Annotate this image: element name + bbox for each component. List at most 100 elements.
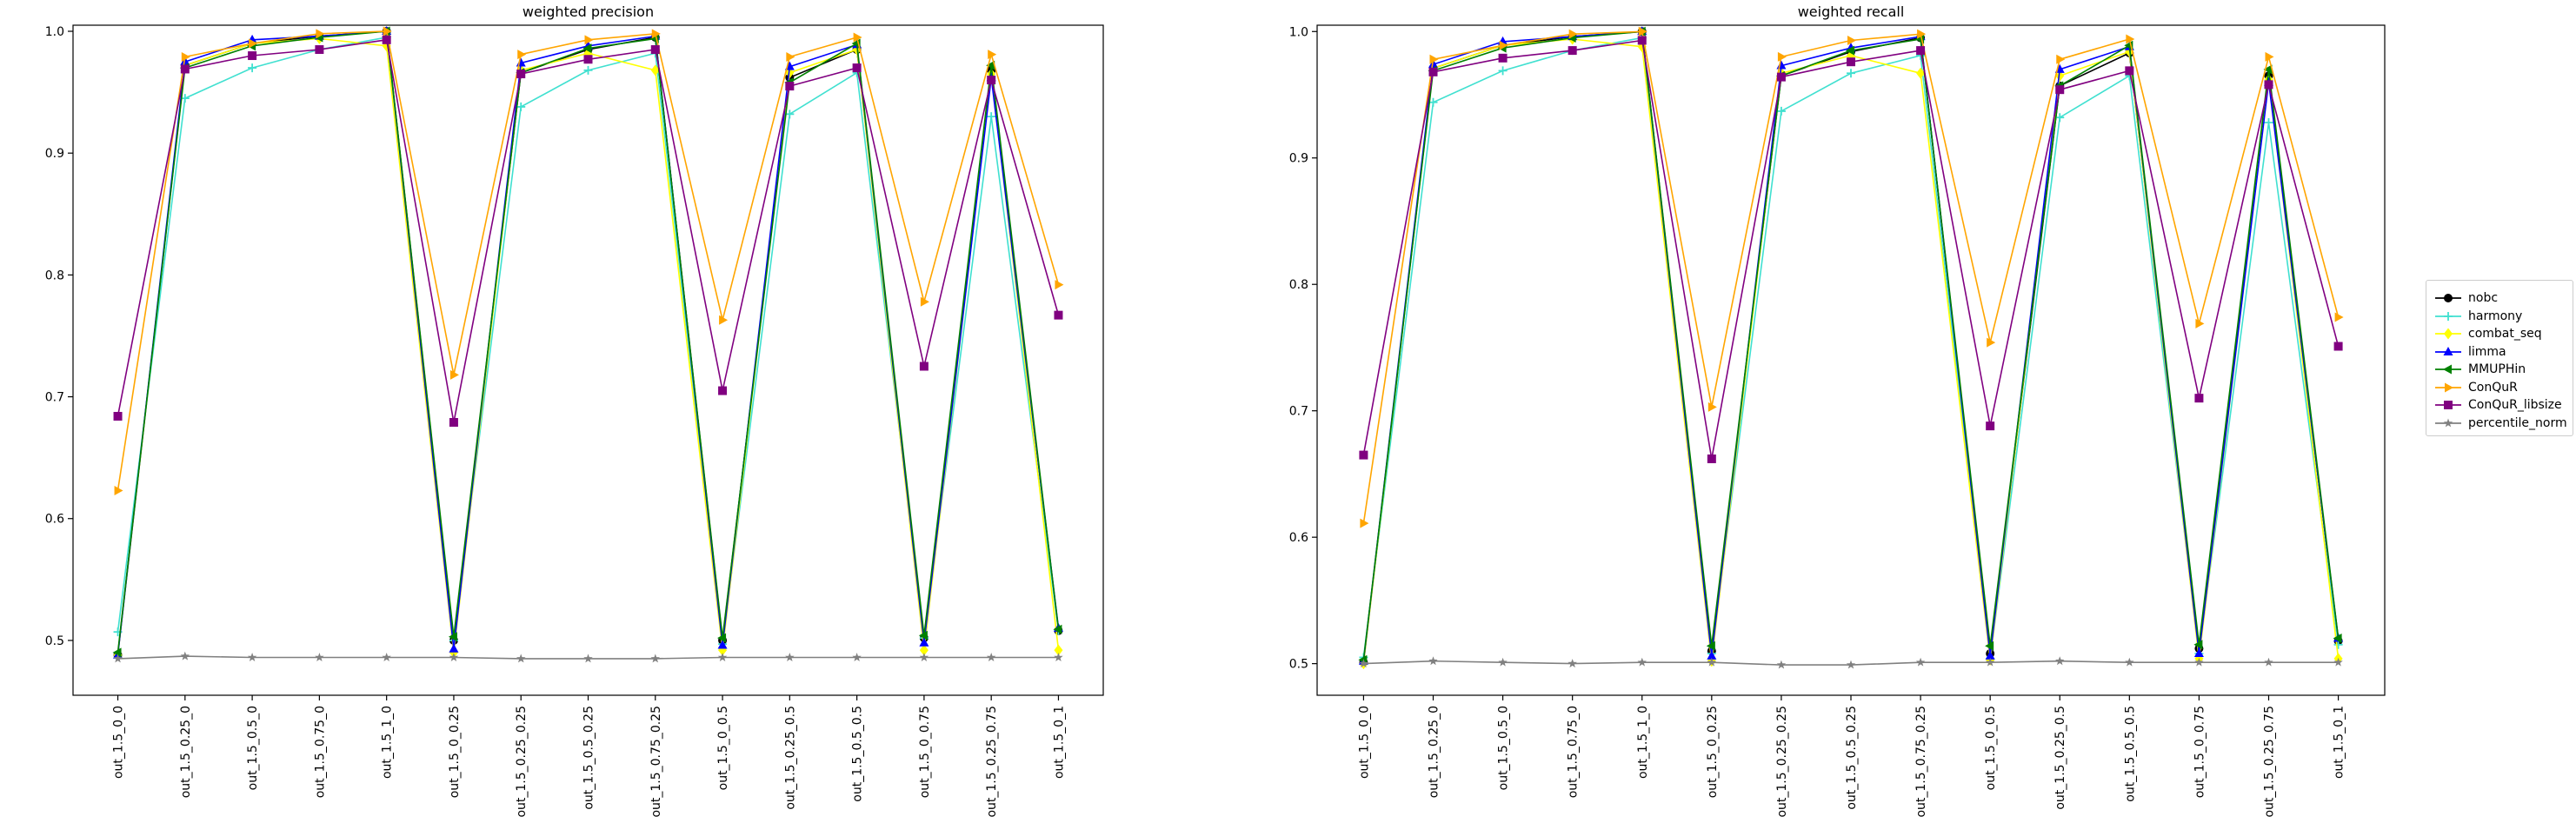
legend-item: harmony bbox=[2433, 308, 2522, 325]
series-percentile_norm bbox=[1359, 656, 2343, 669]
x-tick-label: out_1.5_0_1 bbox=[1052, 706, 1066, 779]
data-point bbox=[180, 651, 190, 660]
data-point bbox=[1568, 29, 1578, 39]
y-tick-label: 1.0 bbox=[45, 25, 64, 39]
weighted-recall-plot: weighted recall 0.5 0.6 0.7 0.8 0.9 1.0 out_1.5… bbox=[1289, 3, 2386, 818]
data-point bbox=[114, 485, 123, 495]
data-point bbox=[650, 64, 660, 76]
series-limma bbox=[1358, 26, 2344, 665]
y-tick-label: 0.6 bbox=[1289, 531, 1308, 545]
data-point bbox=[1429, 54, 1439, 64]
data-point bbox=[853, 32, 862, 43]
series-line bbox=[1362, 37, 2340, 659]
y-tick-label: 1.0 bbox=[1289, 25, 1308, 39]
data-point bbox=[650, 654, 660, 663]
x-tick-label: out_1.5_0.25_0.75 bbox=[2262, 706, 2276, 818]
series-line bbox=[1362, 30, 2340, 661]
data-point bbox=[919, 637, 929, 647]
x-tick-label: out_1.5_0.25_0.5 bbox=[783, 706, 797, 810]
legend-swatch bbox=[2435, 401, 2461, 409]
data-point bbox=[516, 70, 526, 79]
data-point bbox=[2264, 80, 2273, 90]
series-harmony bbox=[113, 33, 1063, 649]
legend-marker bbox=[2445, 382, 2453, 392]
data-point bbox=[249, 38, 258, 49]
data-point bbox=[785, 653, 795, 661]
data-point bbox=[919, 362, 929, 371]
legend-item: MMUPHin bbox=[2433, 361, 2526, 378]
data-point bbox=[2264, 118, 2273, 128]
x-tick-label: out_1.5_0.75_0.25 bbox=[1914, 706, 1928, 818]
series-line bbox=[1362, 39, 2340, 460]
data-point bbox=[2263, 64, 2273, 75]
data-point bbox=[517, 50, 527, 60]
data-point bbox=[181, 51, 190, 62]
series-MMUPHin bbox=[112, 26, 1062, 658]
data-point bbox=[2333, 342, 2343, 351]
data-point bbox=[2055, 656, 2065, 666]
x-tick-label: out_1.5_0_0.75 bbox=[2193, 706, 2207, 798]
x-tick-label: out_1.5_0_0.25 bbox=[448, 706, 462, 798]
data-point bbox=[449, 369, 459, 380]
data-point bbox=[1428, 656, 1438, 666]
x-tick-label: out_1.5_0.75_0 bbox=[1567, 706, 1581, 798]
data-point bbox=[919, 653, 929, 661]
data-point bbox=[718, 386, 728, 395]
data-point bbox=[717, 640, 728, 649]
data-point bbox=[1985, 650, 1995, 660]
x-tick-label: out_1.5_0.25_0 bbox=[1428, 706, 1441, 798]
data-point bbox=[651, 29, 661, 39]
x-tick-label: out_1.5_0.25_0.5 bbox=[2053, 706, 2067, 810]
series-line bbox=[116, 30, 1060, 653]
data-point bbox=[113, 654, 123, 663]
data-point bbox=[1054, 644, 1063, 656]
legend-marker bbox=[2444, 311, 2453, 321]
x-tick-label: out_1.5_0.5_0.25 bbox=[1845, 706, 1859, 810]
data-point bbox=[113, 411, 123, 421]
data-point bbox=[1498, 66, 1508, 76]
data-point bbox=[2125, 657, 2134, 667]
y-tick-label: 0.6 bbox=[45, 513, 64, 527]
x-tick-label: out_1.5_0_0.5 bbox=[1984, 706, 1998, 790]
data-point bbox=[1638, 26, 1647, 37]
data-point bbox=[918, 630, 928, 640]
legend-item: limma bbox=[2433, 343, 2506, 361]
data-point bbox=[852, 63, 862, 73]
legend-marker bbox=[2444, 294, 2453, 302]
data-point bbox=[2055, 70, 2065, 82]
data-point bbox=[1847, 35, 1856, 45]
data-point bbox=[1498, 657, 1508, 667]
series-ConQuR bbox=[1360, 26, 2344, 528]
data-point bbox=[719, 315, 729, 325]
legend-label: combat_seq bbox=[2468, 327, 2542, 341]
data-point bbox=[383, 26, 392, 37]
series-line bbox=[116, 30, 1060, 491]
data-point bbox=[2333, 657, 2343, 667]
plot-frame bbox=[72, 24, 1104, 696]
chart-title: weighted precision bbox=[523, 3, 654, 20]
data-point bbox=[2193, 640, 2203, 650]
data-point bbox=[786, 51, 795, 62]
data-point bbox=[1499, 40, 1508, 50]
data-point bbox=[1707, 454, 1716, 463]
data-point bbox=[987, 112, 996, 122]
data-point bbox=[650, 45, 660, 55]
series-line bbox=[116, 37, 1060, 645]
data-point bbox=[1428, 67, 1438, 76]
data-point bbox=[2194, 394, 2204, 403]
data-point bbox=[1707, 657, 1717, 667]
data-point bbox=[112, 647, 122, 658]
legend-marker bbox=[2443, 346, 2453, 355]
data-point bbox=[583, 654, 593, 663]
data-point bbox=[2333, 634, 2342, 644]
series-limma bbox=[113, 26, 1063, 659]
y-tick-label: 0.9 bbox=[45, 147, 64, 161]
series-combat_seq bbox=[1359, 33, 2343, 670]
x-tick-label: out_1.5_0_0.75 bbox=[918, 706, 932, 798]
legend-marker bbox=[2444, 401, 2453, 409]
series-nobc bbox=[1359, 27, 2343, 667]
x-tick-label: out_1.5_0.25_0.25 bbox=[515, 706, 529, 818]
data-point bbox=[449, 643, 459, 653]
data-point bbox=[2195, 318, 2205, 329]
series-line bbox=[1362, 38, 2340, 664]
